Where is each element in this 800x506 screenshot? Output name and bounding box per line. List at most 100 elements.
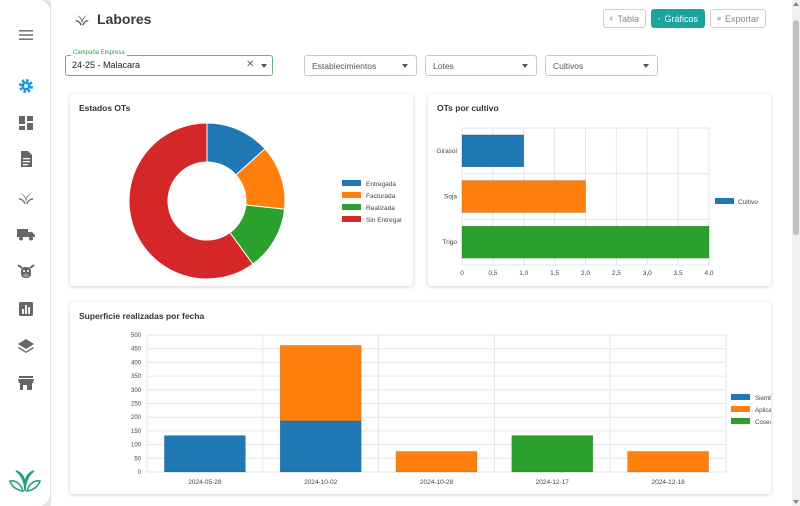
x-tick-label: 2024-05-28 xyxy=(188,479,222,486)
exportar-button[interactable]: Exportar xyxy=(710,9,766,28)
y-tick-label: 300 xyxy=(131,388,142,394)
estados-card: Estados OTs Entregada Facturada Realizada S… xyxy=(70,94,413,286)
store-icon[interactable] xyxy=(16,373,36,393)
legend-swatch xyxy=(731,418,750,424)
legend-swatch xyxy=(731,406,750,412)
y-tick-label: Trigo xyxy=(442,239,457,246)
dashboard-icon[interactable] xyxy=(16,113,36,133)
legend-swatch xyxy=(342,180,361,186)
bar-segment xyxy=(628,451,709,472)
table-icon xyxy=(610,14,613,23)
x-tick-label: 2024-12-17 xyxy=(536,479,570,486)
x-tick-label: 1,0 xyxy=(519,270,528,277)
scroll-thumb[interactable] xyxy=(793,20,799,235)
campania-select[interactable]: Campaña Empresa 24-25 - Malacara ✕ xyxy=(65,55,273,76)
legend-label: Facturada xyxy=(366,193,396,200)
chevron-down-icon[interactable] xyxy=(402,64,408,68)
y-tick-label: 50 xyxy=(134,456,141,462)
legend-swatch xyxy=(342,204,361,210)
x-tick-label: 0 xyxy=(460,270,464,277)
tabla-label: Tabla xyxy=(617,14,639,24)
x-tick-label: 0,5 xyxy=(488,270,497,277)
cultivos-select[interactable]: Cultivos xyxy=(545,55,658,76)
legend-swatch xyxy=(342,216,361,222)
establecimientos-select[interactable]: Establecimientos xyxy=(304,55,417,76)
x-tick-label: 1,5 xyxy=(550,270,559,277)
bar xyxy=(462,135,524,167)
x-tick-label: 4,0 xyxy=(704,270,713,277)
campania-legend: Campaña Empresa xyxy=(71,50,127,56)
legend-label: Siembra xyxy=(755,395,771,402)
bar-chart-icon[interactable] xyxy=(16,299,36,319)
y-tick-label: 400 xyxy=(131,360,142,366)
y-tick-label: 200 xyxy=(131,415,142,421)
y-tick-label: 500 xyxy=(131,333,142,339)
x-tick-label: 2,5 xyxy=(612,270,621,277)
legend-swatch xyxy=(731,394,750,400)
truck-icon[interactable] xyxy=(16,224,36,244)
main-content: Labores Tabla Gráficos Exportar Campaña … xyxy=(51,0,792,506)
legend-label: Entregada xyxy=(366,181,396,188)
chevron-down-icon[interactable] xyxy=(643,64,649,68)
bar-segment xyxy=(280,345,361,420)
graficos-label: Gráficos xyxy=(664,14,698,24)
y-tick-label: 450 xyxy=(131,347,142,353)
document-icon[interactable] xyxy=(16,149,36,169)
scroll-down-icon[interactable] xyxy=(793,500,799,504)
layers-icon[interactable] xyxy=(16,336,36,356)
lotes-select[interactable]: Lotes xyxy=(425,55,537,76)
y-tick-label: 250 xyxy=(131,402,142,408)
crop-icon[interactable] xyxy=(16,187,36,207)
legend-label: Cultivo xyxy=(738,199,758,206)
campania-value: 24-25 - Malacara xyxy=(72,60,140,70)
cultivos-label: Cultivos xyxy=(553,61,583,71)
lotes-label: Lotes xyxy=(433,61,454,71)
page-title: Labores xyxy=(73,10,151,28)
legend-label: Aplicación terrestre xyxy=(755,407,771,414)
graficos-button[interactable]: Gráficos xyxy=(651,9,705,28)
tabla-button[interactable]: Tabla xyxy=(603,9,646,28)
legend-label: Realizada xyxy=(366,205,395,212)
y-tick-label: Girasol xyxy=(436,148,457,155)
legend-swatch xyxy=(715,198,734,204)
x-tick-label: 3,0 xyxy=(643,270,652,277)
bar-segment xyxy=(512,436,593,472)
bar xyxy=(462,181,586,213)
superficie-card: Superficie realizadas por fecha 0 50 100 15… xyxy=(70,302,771,494)
gear-icon[interactable] xyxy=(16,76,36,96)
legend-swatch xyxy=(342,192,361,198)
brand-logo-icon xyxy=(6,463,44,493)
x-tick-label: 3,5 xyxy=(674,270,683,277)
cultivo-card: OTs por cultivo 0 0,5 1,0 1,5 2,0 2,5 3,0 3,5 4,… xyxy=(428,94,771,286)
legend-label: Cosecha fina xyxy=(755,419,771,426)
bar-segment xyxy=(396,451,477,472)
x-tick-label: 2024-12-18 xyxy=(651,479,685,486)
sidebar xyxy=(0,0,51,506)
superficie-chart: 0 50 100 150 200 250 300 350 400 450 500 2024-05-28… xyxy=(70,302,771,494)
legend-label: Sin Entregar xyxy=(366,217,403,224)
x-tick-label: 2,0 xyxy=(581,270,590,277)
scroll-up-icon[interactable] xyxy=(793,2,799,6)
clear-icon[interactable]: ✕ xyxy=(246,59,254,70)
scrollbar[interactable] xyxy=(792,0,800,506)
cow-icon[interactable] xyxy=(16,261,36,281)
bar-segment xyxy=(280,421,361,472)
bar xyxy=(462,226,709,258)
x-tick-label: 2024-10-02 xyxy=(304,479,338,486)
menu-icon[interactable] xyxy=(16,25,36,45)
x-tick-label: 2024-10-28 xyxy=(420,479,454,486)
export-icon xyxy=(717,14,721,23)
exportar-label: Exportar xyxy=(725,14,759,24)
y-tick-label: 0 xyxy=(138,470,142,476)
bar-segment xyxy=(164,436,245,472)
y-tick-label: 150 xyxy=(131,429,142,435)
y-tick-label: 350 xyxy=(131,374,142,380)
crop-icon xyxy=(73,10,91,28)
estados-chart: Entregada Facturada Realizada Sin Entregar xyxy=(70,94,413,286)
y-tick-label: Soja xyxy=(444,194,457,201)
chart-icon xyxy=(658,14,660,23)
chevron-down-icon[interactable] xyxy=(522,64,528,68)
cultivo-chart: 0 0,5 1,0 1,5 2,0 2,5 3,0 3,5 4,0 Girasol Soja Trig… xyxy=(428,94,771,286)
establecimientos-label: Establecimientos xyxy=(312,61,376,71)
chevron-down-icon[interactable] xyxy=(261,64,267,68)
